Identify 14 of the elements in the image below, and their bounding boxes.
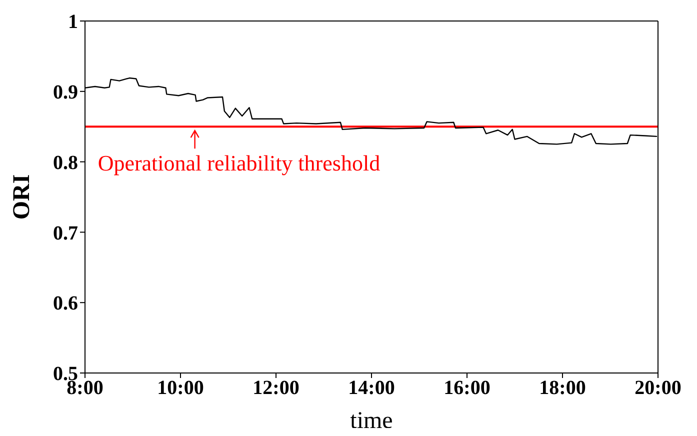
y-axis-title: ORI	[9, 174, 35, 220]
x-tick-label: 10:00	[157, 377, 204, 400]
x-tick-label: 14:00	[348, 377, 395, 400]
y-tick-label: 0.9	[53, 82, 78, 104]
y-tick-label: 1	[68, 11, 78, 34]
x-tick-label: 18:00	[539, 377, 586, 400]
x-axis-title: time	[350, 408, 393, 434]
x-tick-label: 16:00	[444, 377, 490, 400]
y-tick-label: 0.6	[53, 292, 78, 315]
annotation: Operational reliability threshold	[98, 150, 380, 176]
y-tick-label: 0.7	[53, 222, 78, 244]
x-tick-label: 20:00	[634, 377, 682, 400]
x-tick-label: 12:00	[252, 377, 300, 400]
y-tick-label: 0.8	[53, 152, 78, 174]
